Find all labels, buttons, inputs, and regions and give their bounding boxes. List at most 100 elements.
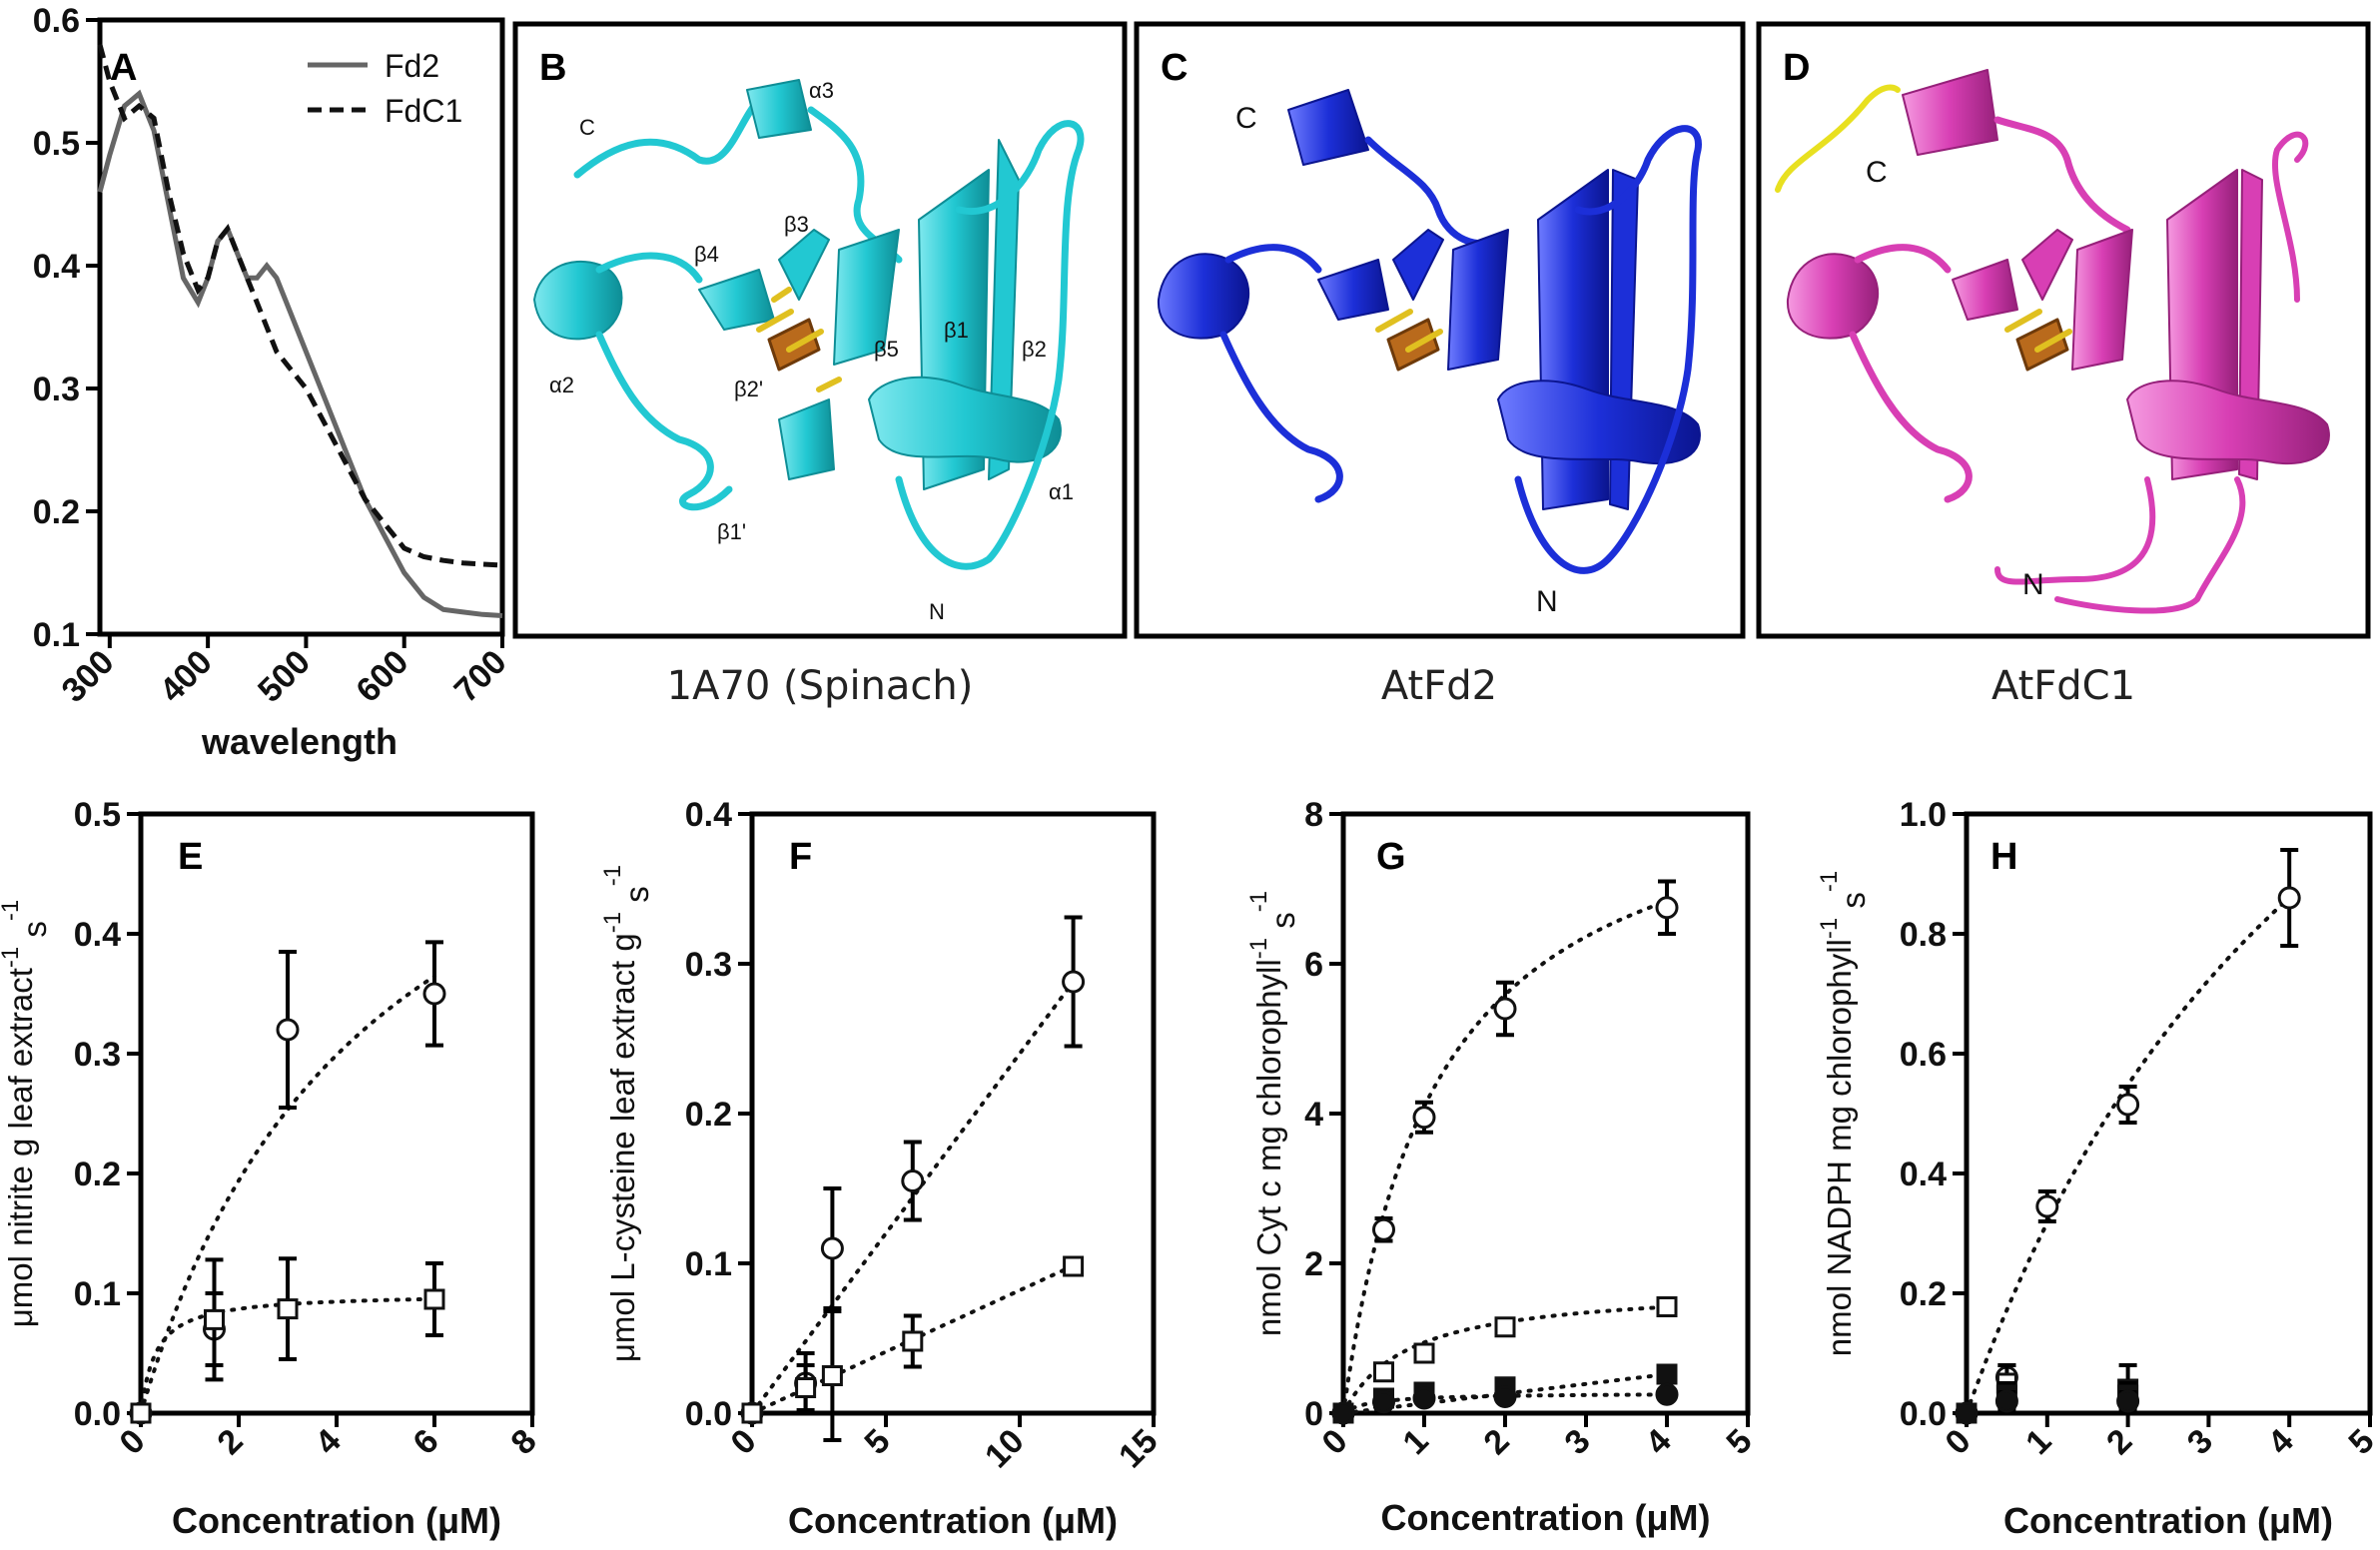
x-tick-label: 4: [1638, 1422, 1678, 1462]
x-axis-label: Concentration (μM): [2003, 1500, 2333, 1541]
panel-c-frame: [1134, 21, 1746, 639]
legend-label-fd2: Fd2: [385, 48, 439, 84]
y-axis-label-part: μmol L-cysteine leaf extract g: [604, 933, 641, 1362]
x-tick-label: 15: [1112, 1422, 1166, 1476]
y-tick-label: 1.0: [1900, 796, 1947, 834]
plot-frame: [97, 17, 505, 637]
data-point-open-square: [1413, 1342, 1435, 1364]
panel-letter: G: [1376, 836, 1406, 878]
data-point-filled-circle: [1655, 1382, 1679, 1406]
data-point-open-circle: [901, 1169, 925, 1192]
legend-label-fdc1: FdC1: [385, 93, 462, 129]
data-point-open-square: [277, 1298, 299, 1320]
data-point-open-square: [821, 1365, 843, 1386]
panel-letter: A: [110, 47, 137, 89]
y-tick-label: 4: [1304, 1096, 1323, 1134]
plot-frame: [1964, 811, 2373, 1416]
y-axis-label-part: μmol nitrite g leaf extract: [2, 968, 39, 1327]
data-point-open-square: [1494, 1316, 1516, 1338]
y-tick-label: 0.0: [685, 1395, 732, 1433]
x-tick-label: 3: [1557, 1422, 1597, 1462]
y-tick-label: 0.1: [74, 1275, 121, 1313]
y-axis-label-part: -1: [0, 947, 24, 968]
panel-d-structure-atfdc1: D C N AtFdC1: [1756, 21, 2371, 709]
data-point-open-square: [204, 1308, 225, 1330]
data-point-filled-square: [1656, 1363, 1678, 1385]
y-tick-label: 0.6: [1900, 1036, 1947, 1074]
structure-b-label-beta5: β5: [874, 337, 899, 362]
fit-curve-open-square: [1341, 1304, 1669, 1415]
y-axis-label-part: -1: [1816, 918, 1843, 939]
structure-b-label-beta2-prime: β2': [734, 377, 763, 401]
plot-frame: [1340, 811, 1751, 1416]
y-tick-label: 0.8: [1900, 916, 1947, 954]
x-tick-label: 2: [2099, 1422, 2139, 1462]
y-tick-label: 0.0: [74, 1395, 121, 1433]
y-axis-label-part: -1: [599, 865, 626, 886]
data-point-open-circle: [2035, 1194, 2059, 1218]
x-tick-label: 1: [2018, 1422, 2058, 1462]
x-tick-label: 2: [210, 1422, 250, 1462]
y-tick-label: 0.1: [33, 616, 80, 654]
structure-b-label-beta3: β3: [784, 212, 809, 237]
y-axis-label-part: nmol NADPH mg chlorophyll: [1821, 939, 1858, 1356]
x-tick-label: 700: [447, 643, 514, 710]
panel-b-letter: B: [539, 47, 566, 89]
fit-curve-open-circle: [1965, 895, 2292, 1415]
panel-b-structure-1a70: B C α3 β4 β3 α2 β5 β1 β2 β2' α1 β1: [512, 21, 1128, 709]
data-point-filled-circle: [1372, 1390, 1395, 1414]
x-tick-label: 5: [1719, 1422, 1759, 1462]
y-tick-label: 0.4: [685, 796, 732, 834]
panel-letter: H: [1990, 836, 2017, 878]
x-tick-label: 600: [349, 643, 415, 710]
panel-letter: E: [178, 836, 203, 878]
data-point-open-square: [1373, 1361, 1394, 1383]
panel-b-caption: 1A70 (Spinach): [667, 663, 974, 709]
x-tick-label: 2: [1476, 1422, 1516, 1462]
y-axis-label: nmol Cyt c mg chlorophyll-1 s-1: [1245, 891, 1301, 1336]
x-axis-label: Concentration (μM): [172, 1500, 501, 1541]
x-axis-label: Concentration (μM): [788, 1500, 1118, 1541]
data-point-filled-circle: [1493, 1385, 1517, 1408]
data-point-open-circle: [820, 1236, 844, 1260]
y-tick-label: 0.3: [74, 1036, 121, 1074]
x-tick-label: 5: [857, 1422, 897, 1462]
series-line-fd2: [97, 89, 503, 618]
y-axis-label-part: s: [618, 886, 655, 912]
y-axis-label-part: s: [1264, 912, 1301, 938]
y-tick-label: 0.5: [74, 796, 121, 834]
y-axis-label-part: -1: [1245, 891, 1272, 912]
y-axis-label-part: -1: [1816, 871, 1843, 892]
x-tick-label: 6: [405, 1422, 445, 1462]
structure-c-label-n: N: [1536, 585, 1558, 618]
data-point-filled-circle: [1994, 1389, 2018, 1413]
structure-b-label-beta1: β1: [944, 318, 969, 343]
data-point-open-circle: [1412, 1106, 1436, 1130]
x-tick-label: 400: [153, 643, 220, 710]
y-tick-label: 0.6: [33, 2, 80, 40]
y-tick-label: 0.2: [1900, 1275, 1947, 1313]
y-tick-label: 6: [1304, 946, 1323, 984]
y-axis-label: μmol nitrite g leaf extract-1 s-1: [0, 900, 53, 1328]
data-point-open-square: [1656, 1296, 1678, 1317]
y-axis-label-part: -1: [599, 912, 626, 933]
y-tick-label: 2: [1304, 1245, 1323, 1283]
data-point-filled-circle: [1412, 1386, 1436, 1410]
y-tick-label: 0.0: [1900, 1395, 1947, 1433]
data-point-open-circle: [1493, 997, 1517, 1021]
structure-c-label-c: C: [1235, 102, 1257, 135]
y-tick-label: 0.2: [33, 493, 80, 531]
y-axis-label: nmol NADPH mg chlorophyll-1 s-1: [1816, 871, 1872, 1357]
x-tick-label: 10: [978, 1422, 1032, 1476]
data-point-filled-circle: [1331, 1401, 1355, 1425]
y-axis-label-part: s: [16, 921, 53, 947]
x-tick-label: 500: [251, 643, 318, 710]
x-tick-label: 4: [2261, 1422, 2301, 1462]
plot-frame: [749, 811, 1157, 1416]
data-point-open-circle: [1062, 970, 1086, 994]
y-axis-label: μmol L-cysteine leaf extract g-1 s-1: [599, 865, 655, 1362]
panel-letter: F: [789, 836, 812, 878]
panel-c-caption: AtFd2: [1381, 663, 1497, 709]
panel-c-structure-atfd2: C C N AtFd2: [1134, 21, 1746, 709]
